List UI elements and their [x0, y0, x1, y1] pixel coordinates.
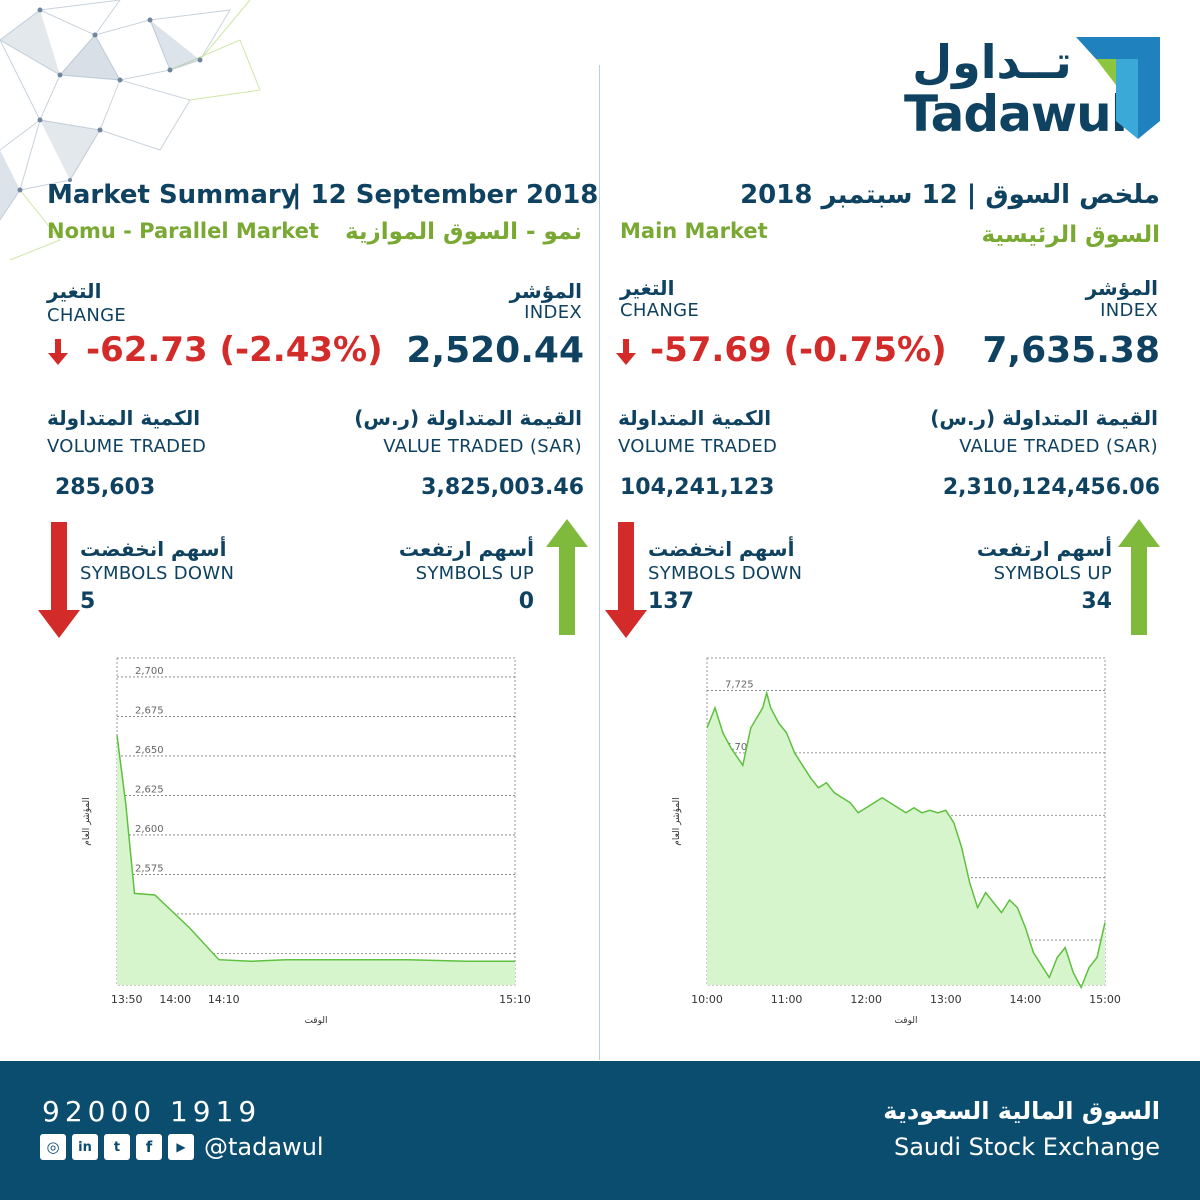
nomu-x-tick-label: 15:10 — [499, 993, 531, 1006]
nomu-volume-label-ar: الكمية المتداولة — [47, 406, 201, 430]
nomu-valuetraded-value: 3,825,003.46 — [421, 475, 584, 500]
main-x-axis-title: الوقت — [894, 1016, 917, 1026]
market-summary-title-ar: ملخص السوق | 12 سبتمبر 2018 — [740, 180, 1160, 210]
nomu-y-axis-title: المؤشر العام — [82, 797, 92, 845]
main-volume-label-ar: الكمية المتداولة — [618, 406, 772, 430]
logo-english-text: Tadawul — [904, 85, 1128, 143]
main-index-area — [707, 692, 1105, 988]
main-down-label-ar: أسهم انخفضت — [648, 537, 795, 561]
nomu-down-label-en: SYMBOLS DOWN — [80, 563, 235, 584]
nomu-valuetraded-label-en: VALUE TRADED (SAR) — [383, 436, 582, 457]
nomu-index-value: 2,520.44 — [406, 330, 584, 371]
main-x-tick-label: 13:00 — [930, 993, 962, 1006]
nomu-up-value: 0 — [518, 589, 534, 614]
main-up-label-en: SYMBOLS UP — [993, 563, 1112, 584]
footer-phone: 92000 1919 — [42, 1095, 262, 1128]
main-y-tick-label: 7,725 — [725, 679, 754, 690]
nomu-volume-value: 285,603 — [55, 475, 156, 500]
main-x-tick-label: 14:00 — [1010, 993, 1042, 1006]
nomu-title-ar: نمو - السوق الموازية — [344, 219, 582, 245]
nomu-x-axis-title: الوقت — [304, 1016, 327, 1026]
nomu-y-tick-label: 2,700 — [135, 666, 164, 677]
main-x-tick-label: 10:00 — [691, 993, 723, 1006]
main-down-value: 137 — [648, 589, 694, 614]
market-summary-title: Market Summary — [47, 180, 298, 210]
nomu-x-tick-label: 14:10 — [208, 993, 240, 1006]
main-valuetraded-label-ar: القيمة المتداولة (ر.س) — [930, 406, 1158, 430]
nomu-y-tick-label: 2,575 — [135, 863, 164, 874]
twitter-icon[interactable]: t — [104, 1134, 130, 1160]
main-up-value: 34 — [1081, 589, 1112, 614]
facebook-icon[interactable]: f — [136, 1134, 162, 1160]
main-symbols-up-arrow-icon — [1118, 519, 1160, 635]
nomu-y-tick-label: 2,650 — [135, 745, 164, 756]
logo-arabic-text: تــداول — [912, 35, 1072, 89]
main-x-tick-label: 12:00 — [850, 993, 882, 1006]
nomu-index-area — [117, 735, 515, 985]
logo-mark-icon — [1076, 37, 1160, 139]
nomu-x-tick-label: 14:00 — [159, 993, 191, 1006]
main-volume-label-en: VOLUME TRADED — [618, 436, 778, 457]
main-x-tick-label: 15:00 — [1089, 993, 1121, 1006]
main-change-label-en: CHANGE — [620, 300, 700, 321]
main-up-label-ar: أسهم ارتفعت — [976, 537, 1112, 561]
footer-handle[interactable]: @tadawul — [204, 1133, 324, 1161]
nomu-symbols-down-arrow-icon — [38, 522, 80, 638]
main-down-label-en: SYMBOLS DOWN — [648, 563, 803, 584]
footer-social-row: ◎ in t f ▶ @tadawul — [40, 1133, 324, 1161]
main-symbols-down-arrow-icon — [605, 522, 647, 638]
main-title-en: Main Market — [620, 219, 768, 243]
tadawul-logo: تــداول Tadawul — [890, 35, 1165, 145]
nomu-index-label-ar: المؤشر — [509, 279, 582, 303]
main-volume-value: 104,241,123 — [620, 475, 775, 500]
network-pattern-decoration — [0, 0, 261, 261]
nomu-y-tick-label: 2,625 — [135, 784, 164, 795]
footer-exchange-en: Saudi Stock Exchange — [893, 1133, 1160, 1161]
linkedin-icon[interactable]: in — [72, 1134, 98, 1160]
main-x-tick-label: 11:00 — [771, 993, 803, 1006]
nomu-down-label-ar: أسهم انخفضت — [80, 537, 227, 561]
main-valuetraded-value: 2,310,124,456.06 — [942, 475, 1160, 500]
main-title-ar: السوق الرئيسية — [981, 222, 1160, 248]
main-change-value: -57.69 (-0.75%) — [650, 330, 947, 370]
nomu-x-tick-label: 13:50 — [111, 993, 143, 1006]
nomu-symbols-up-arrow-icon — [546, 519, 588, 635]
nomu-index-chart: 2,7002,6752,6502,6252,6002,5752,5502,525… — [75, 650, 535, 1030]
nomu-valuetraded-label-ar: القيمة المتداولة (ر.س) — [354, 406, 582, 430]
main-valuetraded-label-en: VALUE TRADED (SAR) — [959, 436, 1158, 457]
column-divider — [599, 65, 600, 1060]
main-index-label-en: INDEX — [1100, 300, 1158, 321]
nomu-index-label-en: INDEX — [524, 302, 582, 323]
footer-exchange-ar: السوق المالية السعودية — [883, 1097, 1160, 1125]
main-y-tick-label: 7,700 — [725, 742, 754, 753]
nomu-up-label-ar: أسهم ارتفعت — [398, 537, 534, 561]
footer-bar: 92000 1919 ◎ in t f ▶ @tadawul السوق الم… — [0, 1061, 1200, 1200]
main-chart-svg: 7,7257,7007,6757,6507,62510:0011:0012:00… — [672, 657, 1121, 1026]
main-index-value: 7,635.38 — [982, 330, 1160, 371]
nomu-change-down-arrow-icon — [48, 339, 68, 365]
market-summary-date: | 12 September 2018 — [292, 180, 599, 210]
main-change-label-ar: التغير — [620, 276, 675, 300]
main-index-label-ar: المؤشر — [1085, 276, 1158, 300]
nomu-chart-svg: 2,7002,6752,6502,6252,6002,5752,5502,525… — [82, 657, 531, 1026]
youtube-icon[interactable]: ▶ — [168, 1134, 194, 1160]
nomu-up-label-en: SYMBOLS UP — [415, 563, 534, 584]
main-y-axis-title: المؤشر العام — [672, 797, 682, 845]
nomu-title-en: Nomu - Parallel Market — [47, 219, 319, 243]
nomu-y-tick-label: 2,600 — [135, 824, 164, 835]
main-change-down-arrow-icon — [616, 339, 636, 365]
nomu-change-label-en: CHANGE — [47, 305, 127, 326]
nomu-change-label-ar: التغير — [47, 279, 102, 303]
nomu-change-value: -62.73 (-2.43%) — [86, 330, 383, 370]
nomu-y-tick-label: 2,675 — [135, 705, 164, 716]
main-index-line — [706, 689, 1106, 990]
nomu-down-value: 5 — [80, 589, 96, 614]
nomu-volume-label-en: VOLUME TRADED — [47, 436, 207, 457]
nomu-index-line — [116, 735, 515, 963]
main-index-chart: 7,7257,7007,6757,6507,62510:0011:0012:00… — [665, 650, 1125, 1030]
instagram-icon[interactable]: ◎ — [40, 1134, 66, 1160]
